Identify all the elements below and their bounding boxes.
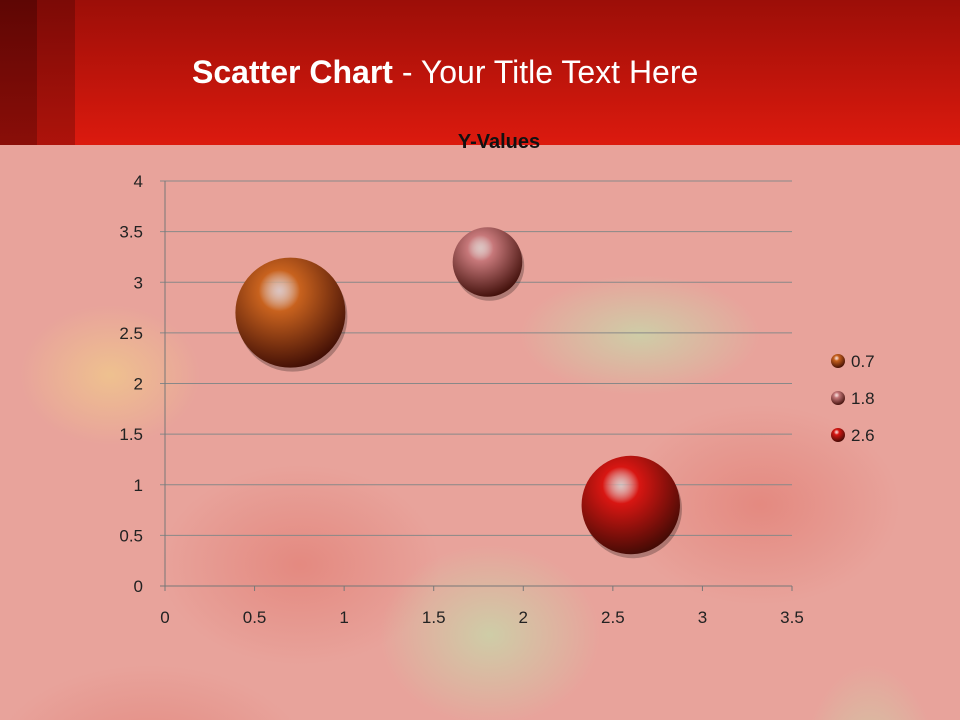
title-banner xyxy=(0,0,960,145)
y-tick-label: 1 xyxy=(134,476,143,495)
bubble-point xyxy=(235,257,346,368)
y-tick-label: 2.5 xyxy=(119,324,143,343)
x-tick-label: 3 xyxy=(698,608,707,627)
banner-strip xyxy=(0,0,37,145)
title-bold: Scatter Chart xyxy=(192,54,393,90)
x-tick-label: 2.5 xyxy=(601,608,625,627)
y-tick-label: 2 xyxy=(134,375,143,394)
x-tick-label: 1 xyxy=(339,608,348,627)
slide-title: Scatter Chart - Your Title Text Here xyxy=(192,54,698,91)
x-tick-label: 3.5 xyxy=(780,608,804,627)
y-tick-label: 0 xyxy=(134,577,143,596)
x-tick-label: 2 xyxy=(519,608,528,627)
y-tick-label: 3.5 xyxy=(119,223,143,242)
x-tick-label: 0 xyxy=(160,608,169,627)
legend-marker xyxy=(831,428,845,442)
bubble-point xyxy=(581,455,680,555)
legend-label: 1.8 xyxy=(851,389,875,408)
banner-strip xyxy=(37,0,75,145)
legend-marker xyxy=(831,354,845,368)
bubble-point xyxy=(452,227,523,297)
legend-label: 2.6 xyxy=(851,426,875,445)
y-tick-label: 0.5 xyxy=(119,526,143,545)
chart-title: Y-Values xyxy=(458,131,540,153)
legend-marker xyxy=(831,391,845,405)
x-tick-label: 0.5 xyxy=(243,608,267,627)
x-tick-label: 1.5 xyxy=(422,608,446,627)
y-tick-label: 4 xyxy=(134,172,143,191)
title-rest: - Your Title Text Here xyxy=(392,54,699,90)
y-tick-label: 1.5 xyxy=(119,425,143,444)
legend-label: 0.7 xyxy=(851,352,875,371)
y-tick-label: 3 xyxy=(134,273,143,292)
